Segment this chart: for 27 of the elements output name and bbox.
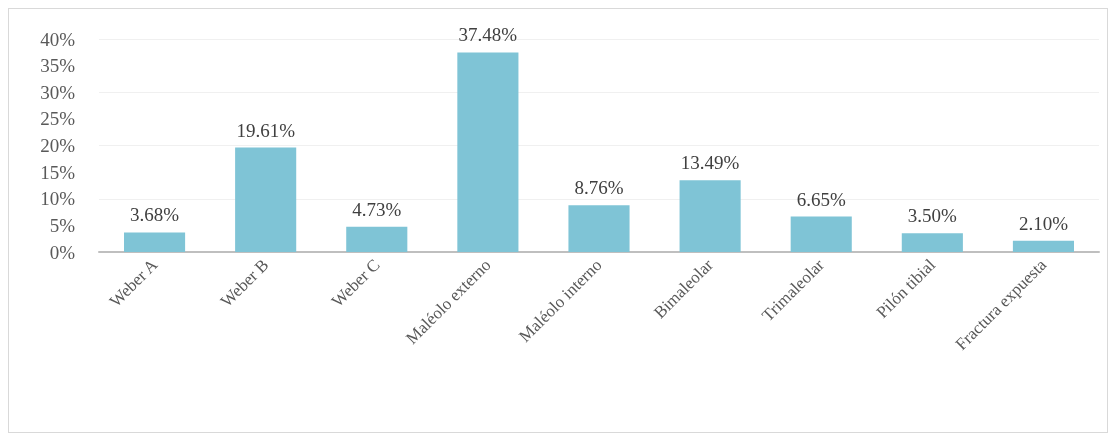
bar <box>346 226 408 252</box>
bar <box>235 147 297 252</box>
data-label: 3.50% <box>907 205 958 227</box>
y-tick-label: 10% <box>40 188 76 210</box>
y-tick-label: 15% <box>40 161 76 183</box>
data-label: 19.61% <box>236 119 296 141</box>
y-tick-label: 25% <box>40 108 76 130</box>
y-tick-label: 30% <box>40 81 76 103</box>
y-tick-label: 40% <box>40 28 76 50</box>
bar <box>679 180 741 252</box>
data-label: 13.49% <box>680 152 740 174</box>
y-tick-label: 20% <box>40 135 76 156</box>
y-tick-label: 5% <box>49 214 76 236</box>
bar <box>568 205 630 252</box>
y-tick-label: 35% <box>40 55 76 77</box>
data-label: 37.48% <box>458 24 518 46</box>
bar <box>1012 240 1074 252</box>
data-label: 2.10% <box>1018 212 1069 234</box>
data-label: 4.73% <box>352 198 402 220</box>
data-label: 6.65% <box>796 188 846 210</box>
bar <box>457 52 519 252</box>
data-label: 8.76% <box>574 177 624 199</box>
bar <box>790 216 852 252</box>
data-label: 3.68% <box>130 204 180 226</box>
bar <box>901 233 963 252</box>
bar <box>124 232 186 252</box>
y-tick-label: 0% <box>49 241 76 263</box>
